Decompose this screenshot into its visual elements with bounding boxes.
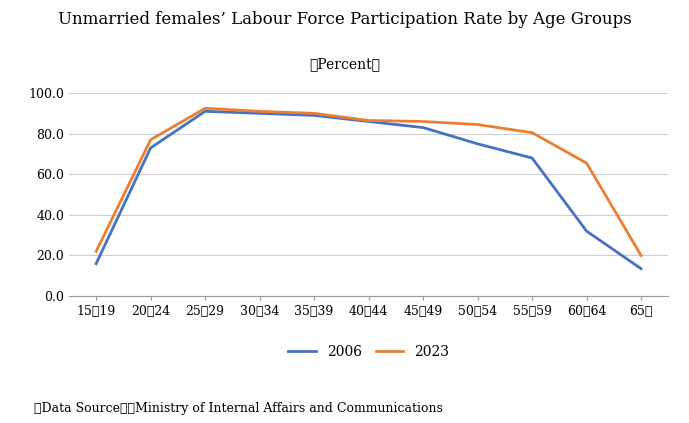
2006: [637, 266, 645, 271]
2023: [582, 161, 590, 166]
2023: [364, 118, 373, 123]
Text: （Percent）: （Percent）: [309, 57, 380, 71]
2006: [419, 125, 427, 130]
Text: （Data Source）　Ministry of Internal Affairs and Communications: （Data Source） Ministry of Internal Affai…: [34, 401, 443, 415]
Legend: 2006, 2023: 2006, 2023: [282, 340, 455, 365]
Line: 2006: 2006: [96, 111, 641, 269]
2006: [528, 156, 536, 161]
Line: 2023: 2023: [96, 108, 641, 255]
2006: [147, 146, 155, 151]
2023: [528, 130, 536, 135]
2006: [310, 113, 318, 118]
2006: [256, 111, 264, 116]
2023: [201, 106, 209, 111]
Text: Unmarried females’ Labour Force Participation Rate by Age Groups: Unmarried females’ Labour Force Particip…: [58, 11, 631, 27]
2006: [582, 228, 590, 233]
2006: [473, 141, 482, 146]
2023: [419, 119, 427, 124]
2006: [201, 109, 209, 114]
2023: [637, 253, 645, 258]
2006: [92, 261, 101, 266]
2023: [147, 137, 155, 142]
2023: [473, 122, 482, 127]
2023: [256, 109, 264, 114]
2006: [364, 119, 373, 124]
2023: [310, 111, 318, 116]
2023: [92, 249, 101, 254]
